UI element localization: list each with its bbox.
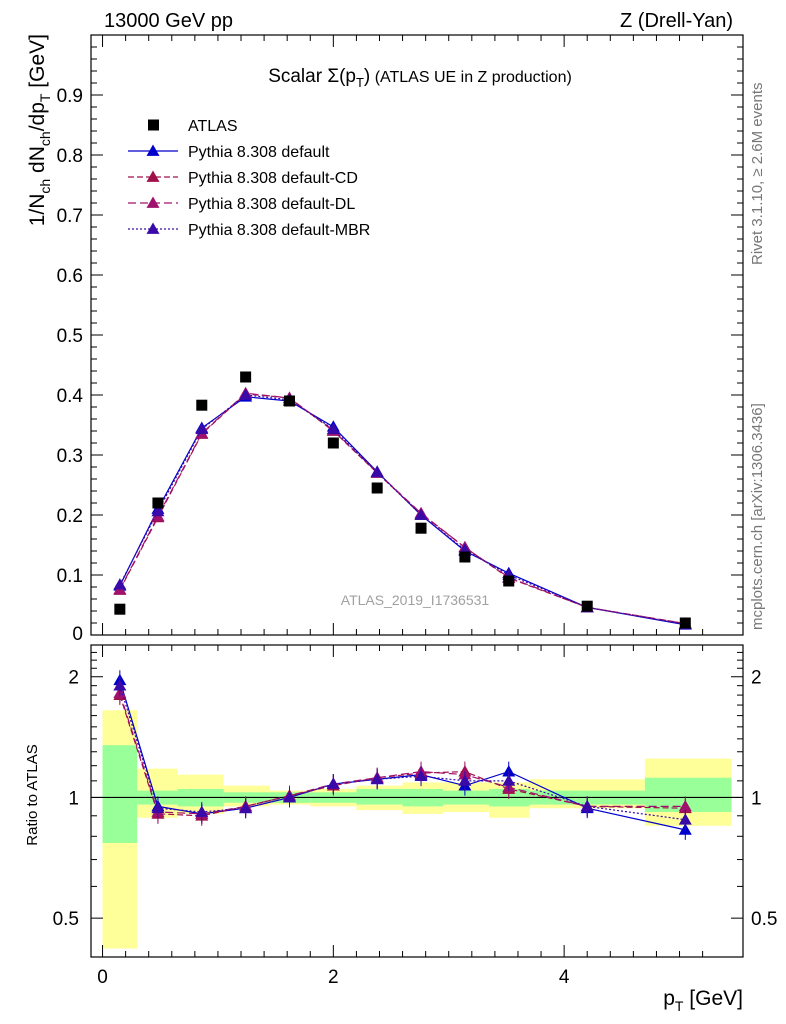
rivet-version-label: Rivet 3.1.10, ≥ 2.6M events [749,83,766,266]
y-tick-label: 0.2 [57,506,83,527]
data-point-mbr [326,422,340,435]
main-plot-area [113,371,692,630]
data-point-mbr [195,422,209,435]
ratio-plot-area [91,670,743,949]
ratio-line-dl [119,692,686,815]
data-point-mbr [113,578,127,590]
legend-label-default: Pythia 8.308 default [188,144,330,161]
legend-label-mbr: Pythia 8.308 default-MBR [188,222,370,239]
ratio-line-mbr [119,685,686,821]
x-tick-label: 0 [97,967,108,988]
ratio-y-tick-label: 0.5 [53,909,79,930]
data-point-atlas [581,600,593,612]
legend-marker-cd [146,170,160,182]
data-point-atlas [152,497,164,509]
y-axis-label: 1/Nch dNch/dpT [GeV] [26,34,53,226]
legend-marker-mbr [146,222,160,234]
uncertainty-band-inner [102,745,138,843]
y-tick-label: 0.3 [57,446,83,467]
legend-label-data: ATLAS [188,118,238,135]
data-point-atlas [240,371,252,383]
ratio-plot-frame [90,644,744,958]
y-tick-label: 0.1 [57,566,83,587]
main-plot-axes: 0.1 0.2 0.3 0.4 0.5 0.6 0.7 0.8 0.9 0 [57,35,743,645]
data-point-atlas [114,603,126,615]
data-point-atlas [503,575,515,587]
ratio-point-mbr [458,774,472,786]
legend-marker-default [146,144,160,156]
ratio-point-default [502,765,516,777]
x-axis-label: pT [GeV] [663,987,743,1014]
legend-marker-atlas [148,119,159,131]
x-tick-label: 2 [328,967,339,988]
ratio-point-mbr [678,813,692,825]
uncertainty-band-inner [356,788,403,805]
ratio-point-mbr [239,801,253,814]
legend-label-cd: Pythia 8.308 default-CD [188,170,358,187]
x-tick-label: 4 [559,967,570,988]
legend-marker-dl [146,196,160,208]
ratio-point-dl [678,799,692,812]
ratio-y-tick-label-right: 2 [751,668,762,689]
ratio-point-mbr [502,774,516,786]
y-tick-label: 0.7 [57,206,83,227]
y-tick-label-zero: 0 [72,624,83,645]
legend-label-dl: Pythia 8.308 default-DL [188,196,355,213]
ratio-point-mbr [282,790,296,803]
ratio-point-mbr [151,801,165,814]
y-tick-label: 0.6 [57,266,83,287]
data-point-mbr [151,504,165,517]
ratio-point-mbr [370,772,384,785]
ratio-y-tick-label-right: 1 [751,788,762,809]
data-point-atlas [459,551,471,563]
ratio-plot-axes: 0.5 0.5 1 1 2 2 0 2 4 [53,645,777,988]
ratio-y-tick-label: 2 [68,668,79,689]
data-point-atlas [371,482,383,494]
ratio-y-tick-label: 1 [68,788,79,809]
y-tick-label: 0.5 [57,326,83,347]
series-line-dl [119,392,686,625]
data-point-atlas [415,522,427,534]
data-point-atlas [283,395,295,407]
ratio-point-mbr [326,777,340,789]
series-line-default [119,396,686,626]
data-point-mbr [370,465,384,478]
y-tick-label: 0.9 [57,86,83,107]
ratio-point-mbr [414,769,428,782]
series-line-mbr [119,394,686,625]
main-plot-panel: 0.1 0.2 0.3 0.4 0.5 0.6 0.7 0.8 0.9 0 Scalar Σ(pT… [26,34,744,645]
header-process: Z (Drell-Yan) [620,10,733,32]
mcplots-label: mcplots.cern.ch [arXiv:1306.3436] [749,403,766,630]
ratio-y-tick-label-right: 0.5 [751,909,777,930]
ratio-plot-panel: 0.5 0.5 1 1 2 2 0 2 4 Ratio to ATLAS pT [GeV] [24,644,777,1014]
header-energy: 13000 GeV pp [104,10,233,32]
ratio-point-mbr [580,799,594,812]
ratio-y-axis-label: Ratio to ATLAS [24,744,41,845]
data-point-atlas [679,617,691,629]
data-point-atlas [196,399,208,411]
plot-title: Scalar Σ(pT) (ATLAS UE in Z production) [268,66,572,90]
y-tick-label: 0.4 [57,386,84,407]
data-point-atlas [327,437,339,449]
legend: ATLAS Pythia 8.308 default Pythia 8.308 de… [128,118,370,239]
y-tick-label: 0.8 [57,146,83,167]
ratio-point-mbr [195,805,209,817]
ratio-point-mbr [113,679,127,691]
data-point-mbr [239,388,253,400]
data-point-mbr [414,508,428,520]
analysis-watermark: ATLAS_2019_I1736531 [341,592,490,608]
